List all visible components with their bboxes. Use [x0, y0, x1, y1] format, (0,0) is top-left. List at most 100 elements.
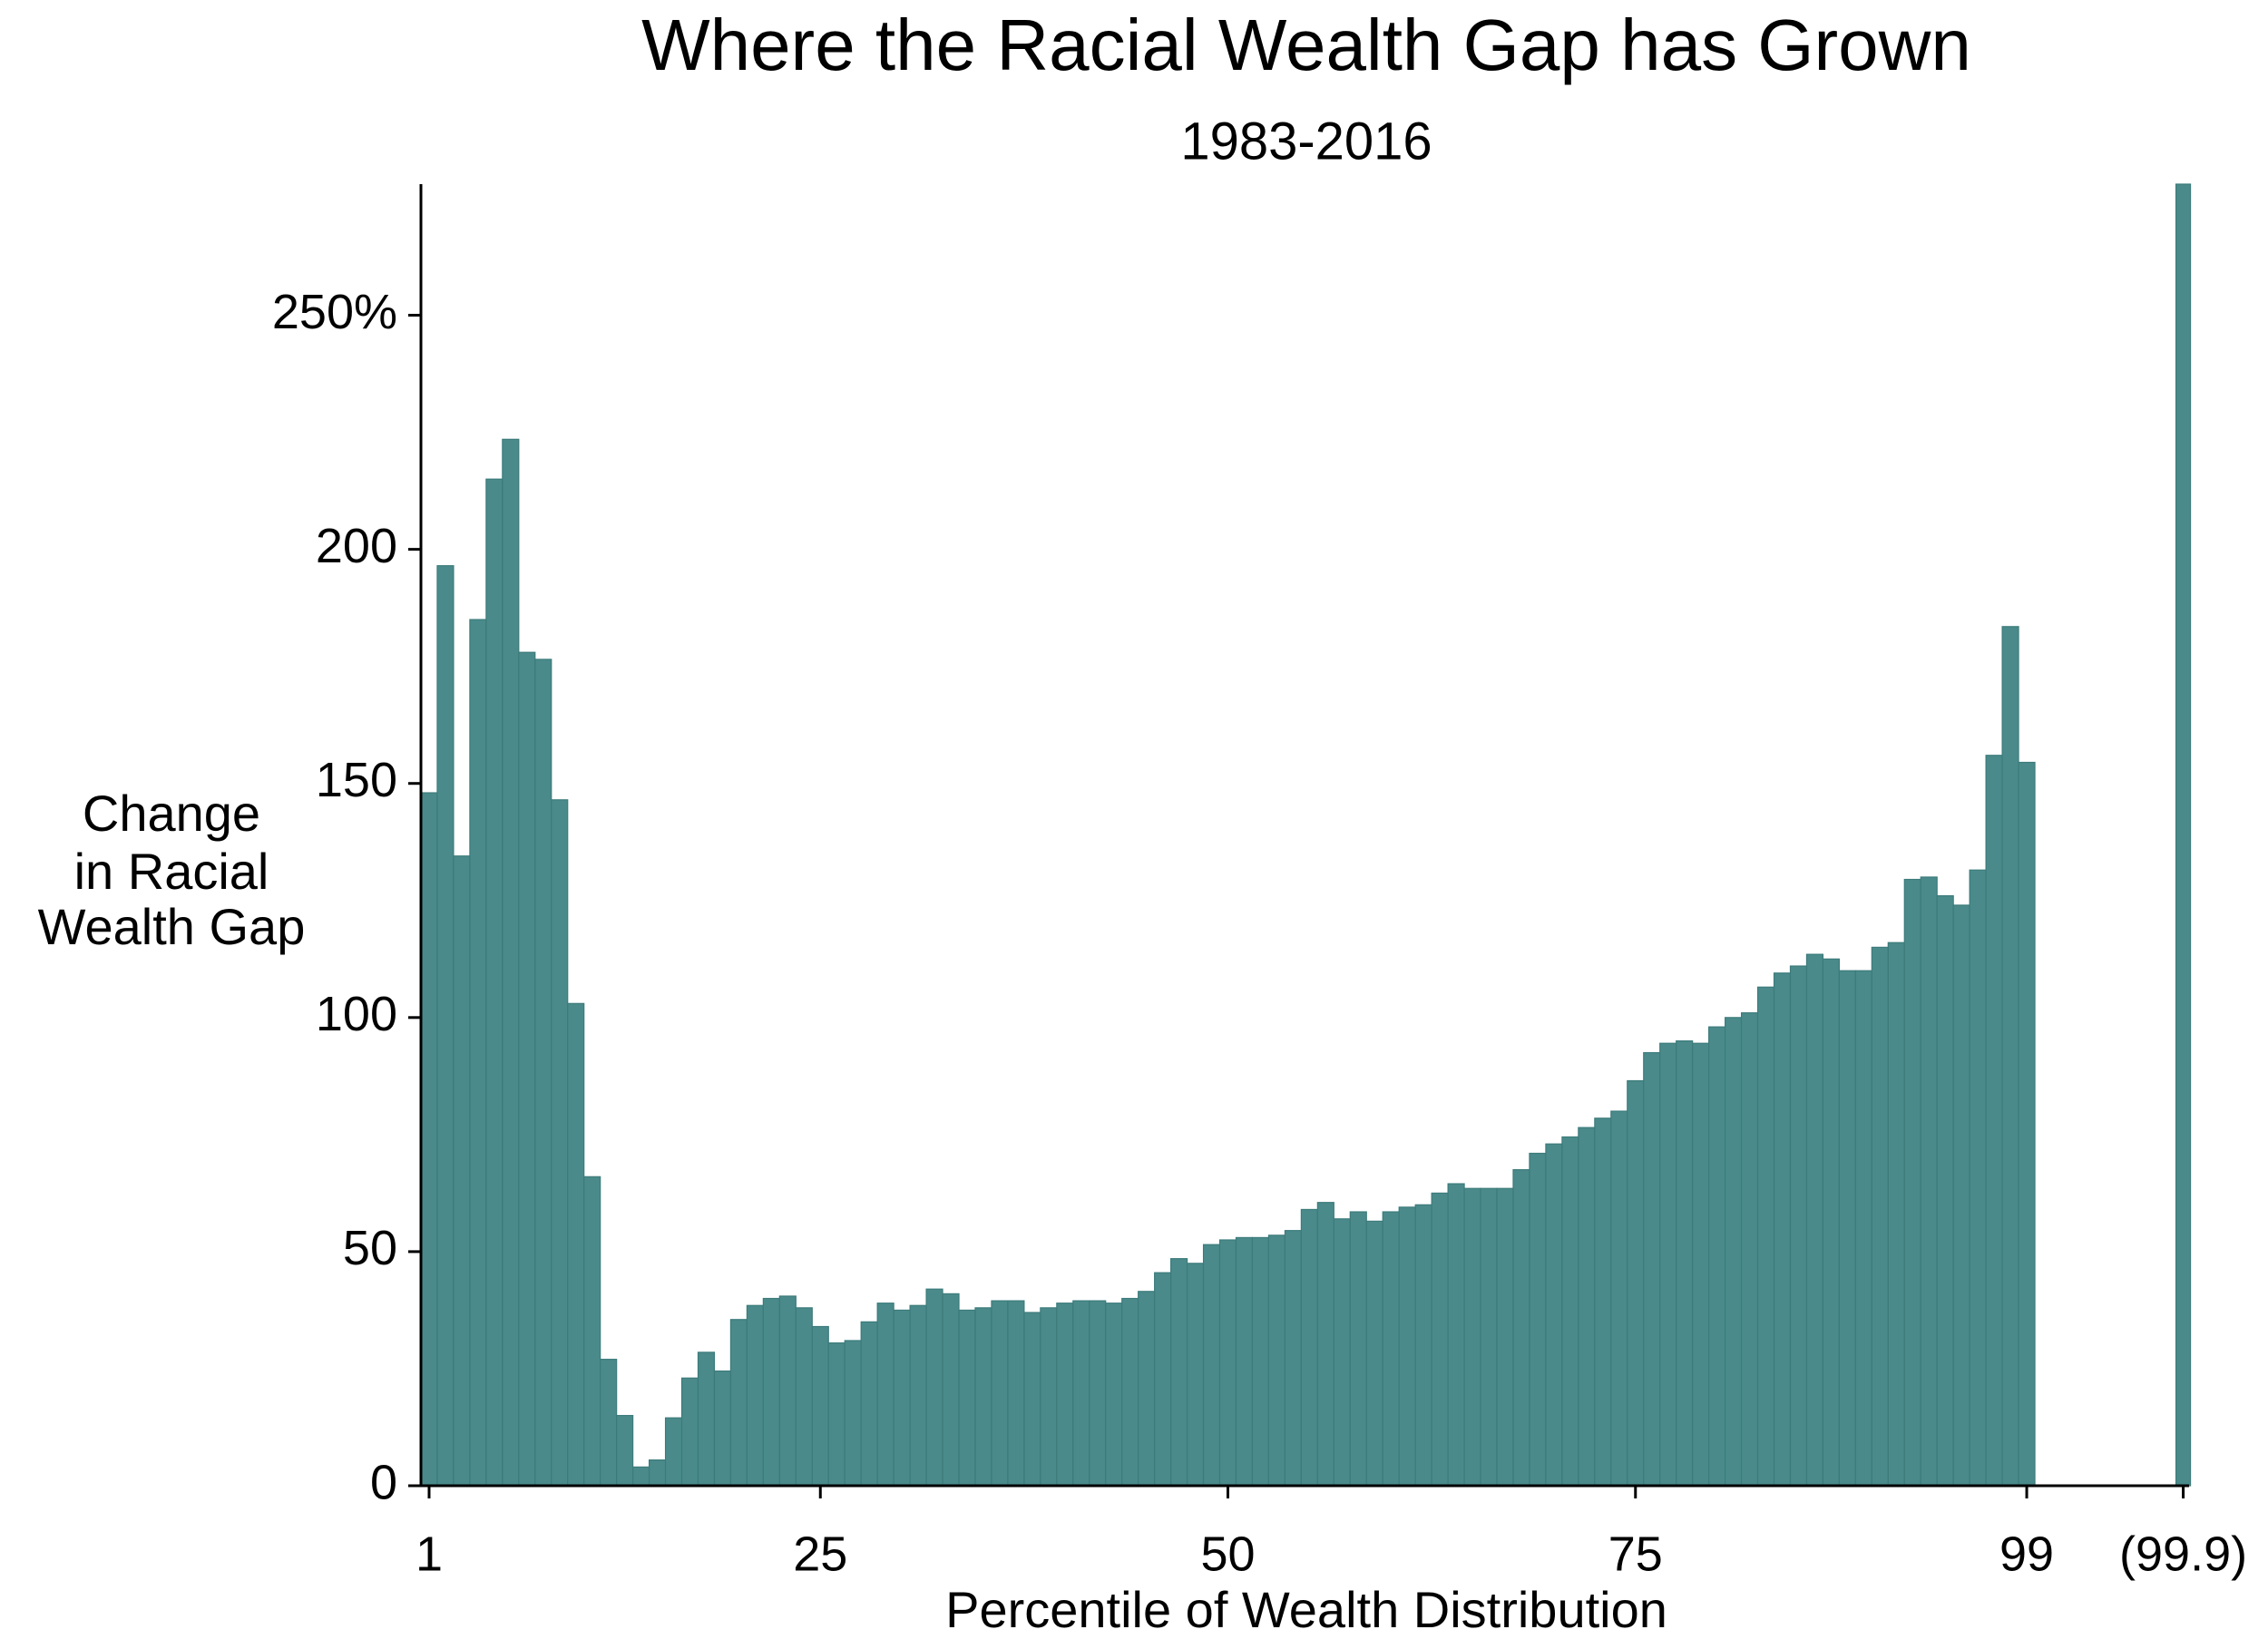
bar	[2001, 626, 2019, 1487]
bar	[485, 478, 503, 1487]
bar	[1952, 904, 1970, 1487]
bar	[893, 1309, 911, 1487]
bar	[1431, 1192, 1449, 1487]
bar	[632, 1466, 650, 1487]
bar	[1529, 1152, 1547, 1487]
bar	[1789, 965, 1808, 1487]
bar	[811, 1325, 829, 1487]
bar	[502, 438, 520, 1487]
bar	[1333, 1218, 1351, 1487]
bar	[420, 792, 438, 1487]
bar	[778, 1295, 797, 1487]
bar	[1316, 1202, 1334, 1487]
x-tick-label: 50	[1200, 1527, 1255, 1581]
bar	[1138, 1291, 1156, 1487]
bar	[925, 1288, 943, 1487]
y-tick-label: 150	[316, 753, 397, 807]
bar	[1545, 1143, 1563, 1487]
bar	[1578, 1127, 1596, 1487]
bar	[746, 1304, 764, 1487]
bar	[436, 565, 455, 1487]
bar	[616, 1414, 634, 1487]
bar	[1985, 755, 2003, 1487]
bar	[1480, 1187, 1498, 1487]
y-tick-label: 100	[316, 987, 397, 1041]
bar	[1969, 869, 1987, 1487]
bar	[1496, 1187, 1514, 1487]
bar	[664, 1417, 683, 1487]
bar	[1463, 1187, 1481, 1487]
bar	[1627, 1079, 1645, 1487]
bar	[567, 1002, 585, 1487]
chart-title: Where the Racial Wealth Gap has Grown	[641, 5, 1971, 85]
bar	[1040, 1307, 1058, 1487]
bar	[1724, 1017, 1743, 1487]
bar	[1887, 942, 1905, 1487]
bar	[1447, 1183, 1465, 1487]
bar	[958, 1309, 976, 1487]
x-tick-label: 99	[1999, 1527, 2054, 1581]
bar	[844, 1340, 862, 1487]
bar	[1202, 1244, 1221, 1487]
y-tick-label: 50	[343, 1221, 397, 1275]
bar	[1610, 1110, 1628, 1487]
bar	[1365, 1220, 1383, 1487]
bar	[648, 1459, 667, 1487]
bar	[1105, 1303, 1123, 1487]
bar	[2018, 761, 2036, 1487]
bar	[469, 619, 487, 1487]
bar	[600, 1359, 618, 1487]
bar	[1594, 1117, 1612, 1487]
bar	[1512, 1168, 1530, 1487]
bar	[1382, 1211, 1400, 1487]
y-tick-label: 0	[370, 1455, 397, 1509]
bar	[1920, 876, 1938, 1487]
bar	[1692, 1042, 1710, 1487]
bar	[1936, 895, 1954, 1487]
bar	[1349, 1211, 1367, 1487]
bar	[1154, 1272, 1172, 1487]
x-tick-label: 1	[415, 1527, 443, 1581]
bar	[1740, 1012, 1759, 1487]
bar	[827, 1342, 846, 1487]
y-tick-label: 250%	[272, 285, 397, 339]
bar	[518, 651, 536, 1487]
bar	[876, 1303, 894, 1487]
y-axis-label: Wealth Gap	[38, 898, 306, 955]
bar	[1643, 1051, 1661, 1487]
bar	[762, 1297, 780, 1487]
bar	[1561, 1136, 1579, 1487]
bar	[1072, 1300, 1090, 1487]
bar	[1121, 1297, 1139, 1487]
bar	[1838, 970, 1856, 1487]
bar	[1186, 1263, 1205, 1487]
x-axis-label: Percentile of Wealth Distribution	[945, 1581, 1667, 1638]
bar	[551, 799, 569, 1487]
bar	[713, 1370, 732, 1487]
x-tick-label: 75	[1608, 1527, 1663, 1581]
bar	[1903, 878, 1921, 1487]
bar	[1267, 1234, 1286, 1487]
bar	[583, 1176, 601, 1487]
bar	[942, 1293, 960, 1487]
bar	[1398, 1206, 1416, 1487]
bar	[1023, 1312, 1041, 1487]
bar	[1871, 946, 1889, 1487]
bar	[1676, 1040, 1694, 1487]
bar	[795, 1307, 813, 1487]
bar	[534, 659, 552, 1487]
bar	[1659, 1042, 1677, 1487]
bar	[697, 1351, 716, 1487]
bar	[909, 1304, 927, 1487]
bar	[1007, 1300, 1025, 1487]
bar	[453, 855, 471, 1487]
bar	[2175, 183, 2192, 1487]
bar	[991, 1300, 1009, 1487]
y-tick-label: 200	[316, 519, 397, 573]
bar	[860, 1321, 878, 1487]
bar	[1300, 1208, 1318, 1487]
bar	[1805, 953, 1824, 1487]
x-tick-label: 25	[793, 1527, 847, 1581]
bar	[1235, 1236, 1254, 1487]
